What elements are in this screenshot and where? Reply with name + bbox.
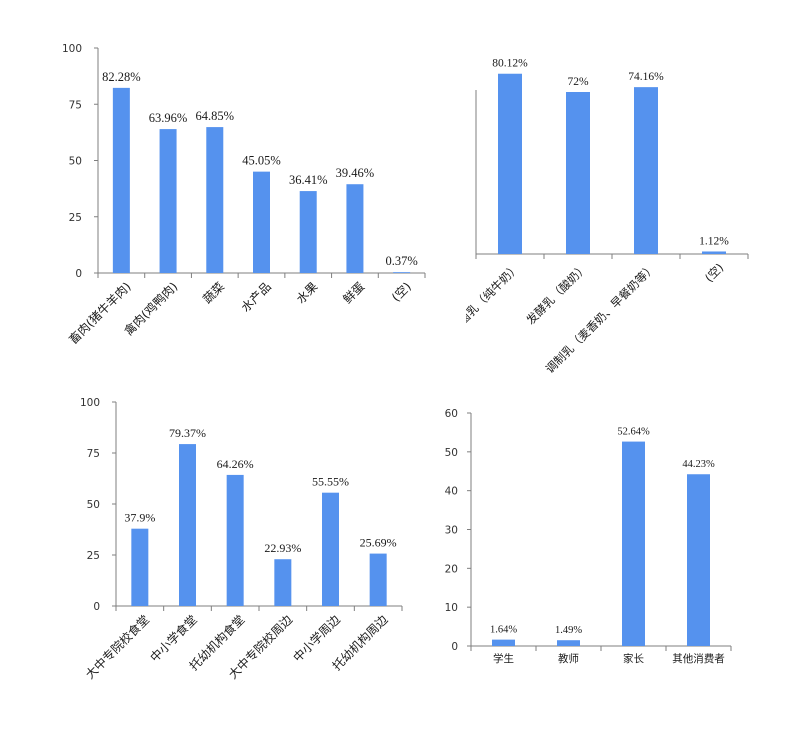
y-tick-label: 30 <box>445 525 458 537</box>
category-label: 水果 <box>294 279 321 306</box>
bar <box>622 441 645 646</box>
data-label: 52.64% <box>617 427 650 438</box>
data-label: 64.26% <box>217 457 254 471</box>
bar <box>557 640 580 646</box>
bar <box>131 528 149 606</box>
y-tick-label: 50 <box>87 499 100 511</box>
data-label: 37.9% <box>124 511 155 525</box>
bar <box>299 191 317 273</box>
category-label: (空) <box>389 279 414 304</box>
bar-chart-1: 025507510082.28%畜肉(猪牛羊肉)63.96%禽肉(鸡鸭肉)64.… <box>62 43 426 347</box>
bar <box>253 171 270 273</box>
bar <box>206 127 224 274</box>
category-label: (空) <box>702 260 726 284</box>
data-label: 82.28% <box>102 70 141 84</box>
data-label: 74.16% <box>628 71 664 83</box>
y-tick-label: 25 <box>69 212 82 224</box>
bar <box>274 559 292 606</box>
category-label: 调制乳（麦香奶、早餐奶等） <box>543 260 659 376</box>
bar <box>702 251 726 254</box>
bar <box>498 73 522 254</box>
y-tick-label: 60 <box>445 408 458 420</box>
y-tick-label: 0 <box>93 601 100 613</box>
bar <box>226 474 244 606</box>
y-tick-label: 50 <box>69 156 82 168</box>
bar-chart-4: 0 10 20 30 40 50 60 1.64% 学生 1.49% 教师 52.64% 家长 44.23… <box>445 408 732 665</box>
data-label: 1.49% <box>555 625 582 636</box>
category-label: 鲜蛋 <box>340 279 367 306</box>
data-label: 55.55% <box>312 475 349 489</box>
data-label: 39.46% <box>336 166 375 180</box>
y-tick-label: 50 <box>445 447 458 459</box>
category-label: 水产品 <box>238 279 273 314</box>
bar <box>393 272 411 273</box>
category-label: 其他消费者 <box>672 652 725 665</box>
data-label: 0.37% <box>385 254 417 268</box>
y-tick-label: 75 <box>69 99 82 111</box>
data-label: 45.05% <box>242 154 281 168</box>
bar <box>159 129 177 273</box>
bar <box>346 184 364 273</box>
data-label: 25.69% <box>360 536 397 550</box>
y-tick-label: 20 <box>445 563 458 575</box>
data-label: 36.41% <box>289 173 328 187</box>
category-label: 教师 <box>558 652 579 665</box>
y-tick-label: 100 <box>62 43 82 55</box>
bar-chart-2: 80.12% 灭菌乳（纯牛奶） 72% 发酵乳（酸奶） 74.16% 调制乳（麦香奶、早餐… <box>447 58 749 376</box>
y-tick-label: 25 <box>87 550 100 562</box>
y-tick-label: 75 <box>87 448 100 460</box>
category-label: 学生 <box>493 652 514 665</box>
bar-chart-3: 025507510037.9%大中专院校食堂79.37%中小学食堂64.26%托… <box>80 397 403 682</box>
bar <box>566 92 590 254</box>
data-label: 1.64% <box>490 625 517 636</box>
category-label: 家长 <box>623 652 644 665</box>
category-label: 大中专院校食堂 <box>82 612 152 682</box>
data-label: 22.93% <box>264 541 301 555</box>
bar <box>322 492 339 606</box>
data-label: 1.12% <box>699 235 729 247</box>
y-tick-label: 100 <box>80 397 100 409</box>
y-tick-label: 10 <box>445 602 458 614</box>
y-tick-label: 0 <box>75 268 82 280</box>
data-label: 64.85% <box>196 109 235 123</box>
category-label: 畜肉(猪牛羊肉) <box>66 279 134 347</box>
bar <box>369 553 387 606</box>
bar <box>634 87 658 254</box>
y-tick-label: 40 <box>445 486 458 498</box>
data-label: 80.12% <box>492 58 528 70</box>
bar <box>492 639 515 646</box>
bar <box>687 474 710 646</box>
data-label: 44.23% <box>682 459 715 470</box>
category-label: 发酵乳（酸奶） <box>524 260 591 327</box>
category-label: 灭菌乳（纯牛奶） <box>447 260 522 335</box>
data-label: 72% <box>567 76 589 88</box>
bar <box>112 87 130 274</box>
category-label: 蔬菜 <box>200 279 227 306</box>
bar <box>179 444 196 606</box>
data-label: 63.96% <box>149 111 188 125</box>
data-label: 79.37% <box>169 426 206 440</box>
y-tick-label: 0 <box>451 641 458 653</box>
